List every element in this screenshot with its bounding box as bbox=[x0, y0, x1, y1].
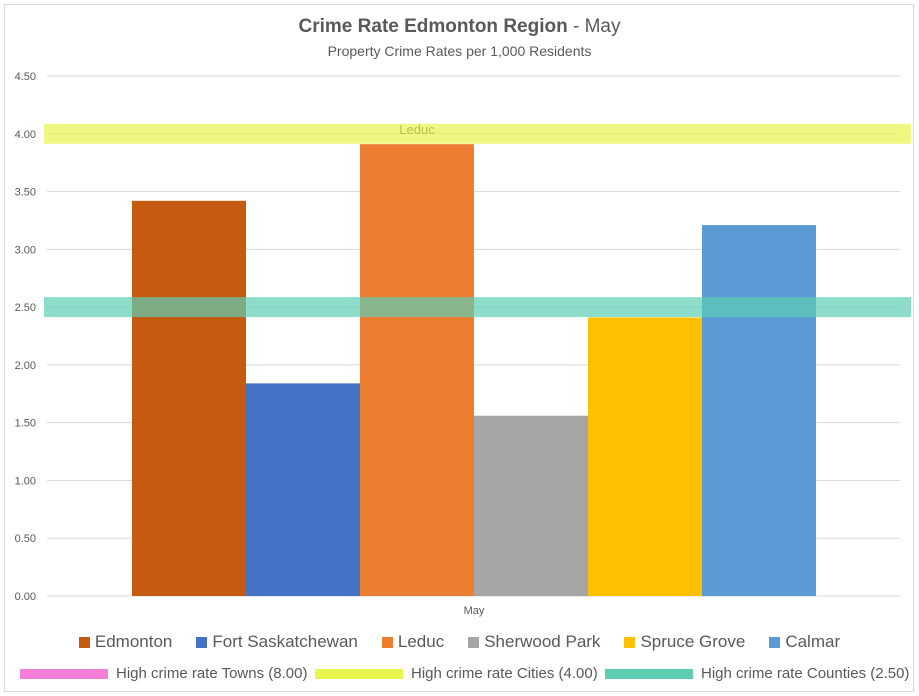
y-tick-label: 2.00 bbox=[15, 360, 36, 372]
legend-swatch bbox=[196, 636, 208, 648]
bar-spruce-grove bbox=[588, 317, 702, 596]
legend-swatch bbox=[381, 636, 393, 648]
legend-label: Edmonton bbox=[94, 632, 173, 651]
threshold-label: High crime rate Towns (8.00) bbox=[116, 665, 308, 682]
y-tick-label: 1.50 bbox=[15, 418, 36, 430]
legend-swatch bbox=[78, 636, 90, 648]
legend-label: Fort Saskatchewan bbox=[212, 632, 358, 651]
legend-label: Sherwood Park bbox=[484, 632, 601, 651]
chart-title-suffix: - May bbox=[567, 16, 621, 37]
legend-item: Leduc bbox=[381, 632, 445, 652]
bar-sherwood-park bbox=[474, 415, 588, 596]
y-tick-label: 4.50 bbox=[15, 71, 36, 83]
threshold-swatch bbox=[20, 668, 108, 679]
legend-label: Leduc bbox=[397, 632, 445, 651]
threshold-band bbox=[44, 123, 911, 144]
series-legend: Edmonton Fort Saskatchewan Leduc Sherwood P… bbox=[0, 632, 919, 652]
y-tick-label: 0.50 bbox=[15, 533, 36, 545]
legend-swatch bbox=[468, 636, 480, 648]
threshold-swatch bbox=[605, 668, 693, 679]
bar-edmonton bbox=[132, 200, 246, 597]
bar-fort-saskatchewan bbox=[246, 383, 360, 596]
legend-item: Fort Saskatchewan bbox=[196, 632, 358, 652]
chart-title: Crime Rate Edmonton Region - May bbox=[0, 16, 919, 38]
legend-label: Spruce Grove bbox=[640, 632, 746, 651]
y-tick-label: 3.00 bbox=[15, 244, 36, 256]
x-tick-label: May bbox=[464, 605, 485, 617]
legend-swatch bbox=[624, 636, 636, 648]
threshold-label: High crime rate Cities (4.00) bbox=[411, 665, 598, 682]
legend-item: Calmar bbox=[769, 632, 840, 652]
bar-calmar bbox=[702, 225, 816, 597]
threshold-legend-item: High crime rate Cities (4.00) bbox=[315, 665, 598, 682]
y-tick-label: 1.00 bbox=[15, 475, 36, 487]
y-tick-label: 3.50 bbox=[15, 187, 36, 199]
y-tick-label: 0.00 bbox=[15, 591, 36, 603]
legend-item: Edmonton bbox=[78, 632, 173, 652]
chart-subtitle: Property Crime Rates per 1,000 Residents bbox=[327, 43, 592, 59]
legend-swatch bbox=[769, 636, 781, 648]
threshold-label: High crime rate Counties (2.50) bbox=[701, 665, 910, 682]
y-tick-label: 4.00 bbox=[15, 129, 36, 141]
legend-label: Calmar bbox=[785, 632, 841, 651]
legend-item: Sherwood Park bbox=[468, 632, 600, 652]
chart-title-main: Crime Rate Edmonton Region bbox=[298, 16, 568, 37]
threshold-legend-item: High crime rate Towns (8.00) bbox=[20, 665, 307, 682]
legend-item: Spruce Grove bbox=[624, 632, 745, 652]
bar-leduc bbox=[360, 144, 474, 596]
threshold-legend-item: High crime rate Counties (2.50) bbox=[605, 665, 909, 682]
y-tick-label: 2.50 bbox=[15, 302, 36, 314]
threshold-swatch bbox=[315, 668, 403, 679]
threshold-band bbox=[44, 297, 911, 318]
